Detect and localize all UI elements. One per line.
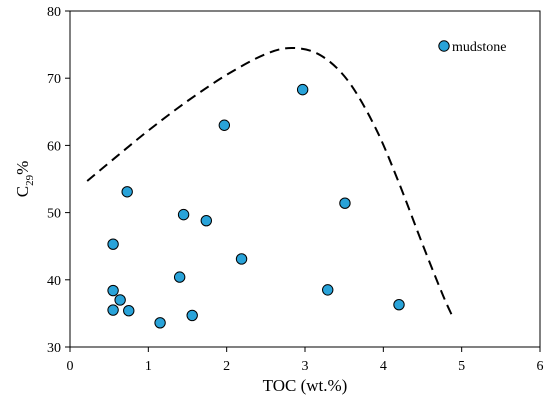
plot-area-border [69,10,541,348]
trend-curve [86,46,454,317]
x-tick-label: 0 [67,359,74,374]
trend-curve-layer [86,46,454,317]
data-point [154,317,166,329]
data-point [114,294,126,306]
data-point [186,309,198,322]
data-point [121,186,133,198]
x-tick-label: 4 [380,359,387,374]
x-tick-label: 3 [302,359,309,374]
data-points [107,83,405,329]
data-point [322,284,334,296]
y-tick-label: 60 [47,139,61,154]
data-point [107,238,119,250]
x-axis-title: TOC (wt.%) [263,376,348,395]
axis-ticks [65,10,541,352]
y-tick-label: 50 [47,207,61,222]
tick-labels: 0 1 2 3 4 5 6 30 40 50 60 70 80 [47,5,544,374]
data-point [218,119,231,131]
y-axis-title-suffix: % [13,161,32,175]
y-axis-title: C29% [13,161,36,198]
y-tick-label: 70 [47,72,61,87]
y-tick-label: 80 [47,5,61,20]
y-axis-title-subscript: 29 [24,174,36,186]
y-tick-label: 30 [47,341,61,356]
legend: mudstone [438,40,506,55]
data-point [173,271,186,283]
plot-frame [69,10,541,348]
x-tick-label: 6 [537,359,544,374]
data-point [107,304,119,316]
x-tick-label: 1 [145,359,152,374]
data-point [339,197,351,209]
data-point [123,305,135,317]
data-point [200,214,213,227]
data-point [393,298,405,311]
legend-marker [438,40,450,52]
data-point [107,284,119,297]
x-tick-label: 2 [223,359,230,374]
data-point [296,83,309,96]
y-tick-label: 40 [47,274,61,289]
y-axis-title-base: C [13,186,32,197]
x-tick-label: 5 [458,359,465,374]
data-point [235,253,248,265]
legend-label-mudstone: mudstone [452,40,506,55]
data-point [177,208,190,221]
